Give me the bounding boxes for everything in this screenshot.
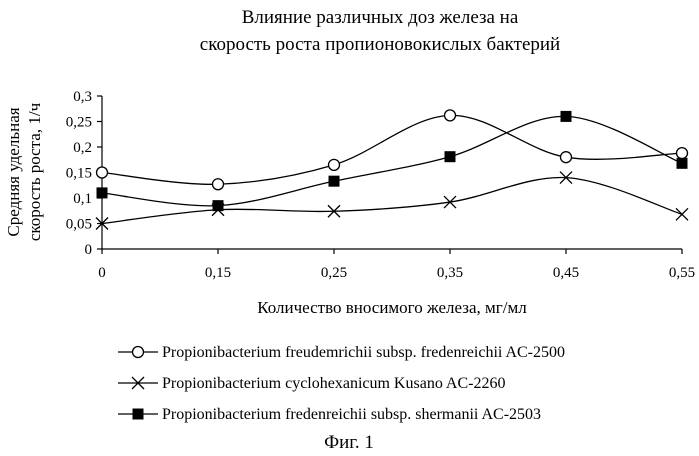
series-3-point: [213, 200, 224, 211]
x-tick-label: 0,15: [205, 265, 231, 281]
y-tick-label: 0: [85, 242, 93, 258]
figure-caption: Фиг. 1: [324, 432, 374, 453]
legend-label-2: Propionibacterium cyclohexanicum Kusano …: [162, 375, 505, 392]
series-1-point: [445, 110, 456, 121]
y-tick-label: 0,3: [73, 89, 92, 105]
x-tick-label: 0,45: [553, 265, 579, 281]
y-tick-label: 0,05: [66, 217, 92, 233]
y-axis-title-line-1: Средняя удельная: [4, 107, 23, 236]
series-line-2: [102, 177, 682, 223]
legend-marker-3: [133, 409, 144, 420]
y-tick-label: 0,25: [66, 115, 92, 131]
legend-label-1: Propionibacterium freudemrichii subsp. f…: [162, 344, 565, 361]
x-tick-label: 0: [98, 265, 106, 281]
y-tick-label: 0,2: [73, 140, 92, 156]
legend-marker-1: [133, 347, 144, 358]
series-1-point: [561, 152, 572, 163]
series-1-point: [97, 167, 108, 178]
y-tick-label: 0,15: [66, 166, 92, 182]
series-1-point: [213, 179, 224, 190]
y-axis-title-line-2: скорость роста, 1/ч: [25, 102, 44, 241]
chart-title-line-2: скорость роста пропионовокислых бактерий: [200, 34, 560, 55]
legend-label-3: Propionibacterium fredenreichii subsp. s…: [162, 406, 541, 423]
series-3-point: [445, 151, 456, 162]
chart-title-line-1: Влияние различных доз железа на: [242, 7, 519, 28]
x-tick-label: 0,35: [437, 265, 463, 281]
series-3-point: [329, 176, 340, 187]
x-tick-label: 0,25: [321, 265, 347, 281]
series-1-point: [677, 148, 688, 159]
series-2-point: [676, 208, 688, 220]
plot-area: 0 0,05 0,1 0,15 0,2 0,25 0,3 0 0,15 0,25 0,35 0,45 0…: [66, 89, 695, 281]
legend: Propionibacterium freudemrichii subsp. f…: [118, 344, 565, 423]
x-tick-label: 0,55: [669, 265, 695, 281]
series-1-point: [329, 159, 340, 170]
series-3-point: [97, 187, 108, 198]
y-tick-label: 0,1: [73, 191, 92, 207]
x-axis-title: Количество вносимого железа, мг/мл: [257, 298, 527, 317]
series-3-point: [561, 111, 572, 122]
series-line-1: [102, 115, 682, 184]
series-3-point: [677, 158, 688, 169]
series-line-3: [102, 116, 682, 205]
